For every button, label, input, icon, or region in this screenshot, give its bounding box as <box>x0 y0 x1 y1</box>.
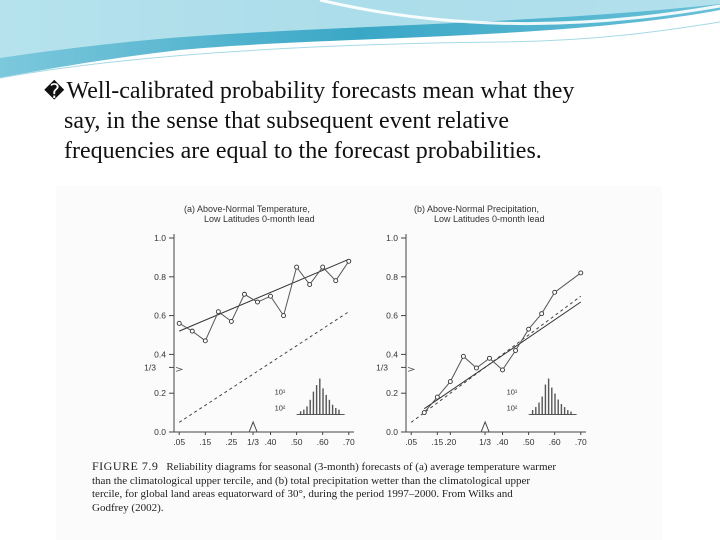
data-point <box>513 348 519 353</box>
data-point <box>578 270 584 276</box>
x-tick-label: .25 <box>225 437 237 447</box>
panel-subtitle: Low Latitudes 0-month lead <box>434 214 545 224</box>
fitted-line <box>179 258 349 332</box>
bullet-line-1: �Well-calibrated probability forecasts m… <box>44 76 704 106</box>
data-point <box>526 326 532 332</box>
y-tick-label: 0.2 <box>154 388 166 398</box>
data-point <box>228 318 234 324</box>
bullet-paragraph: �Well-calibrated probability forecasts m… <box>44 76 704 166</box>
inset-label-bottom: 10² <box>275 404 286 413</box>
reliability-diagrams: (a) Above-Normal Temperature,Low Latitud… <box>144 204 587 447</box>
data-point <box>202 338 208 344</box>
banner-wave-light <box>0 0 720 58</box>
x-tick-label: .70 <box>343 437 355 447</box>
bullet-line-3: frequencies are equal to the forecast pr… <box>64 138 542 164</box>
climatology-triangle <box>480 420 490 433</box>
reliability-figure: (a) Above-Normal Temperature, Low Latitud… <box>56 186 662 540</box>
data-point <box>333 278 339 284</box>
x-tick-label: .05 <box>173 437 185 447</box>
inset-label-top: 10¹ <box>275 388 286 397</box>
x-tick-label: .50 <box>523 437 535 447</box>
inset-label-bottom: 10² <box>507 404 518 413</box>
data-point <box>434 394 440 400</box>
y-climatology-marker <box>175 366 184 372</box>
caption-line-2: than the climatological upper tercile, a… <box>92 474 531 487</box>
data-point <box>421 410 427 416</box>
data-point <box>500 367 505 373</box>
x-tick-label: .15 <box>431 437 443 447</box>
fitted-line <box>423 301 582 410</box>
caption-line-1: FIGURE 7.9 Reliability diagrams for seaso… <box>92 460 642 475</box>
perfect-reliability-line <box>178 311 350 423</box>
x-tick-label: 1/3 <box>247 437 259 447</box>
x-tick-label: .05 <box>405 437 417 447</box>
x-tick-label: 1/3 <box>479 437 491 447</box>
y-tick-label: 0.4 <box>154 349 166 359</box>
data-point <box>487 355 492 361</box>
data-point <box>294 264 300 270</box>
y-tick-label: 1.0 <box>386 233 398 243</box>
data-point <box>268 293 273 299</box>
data-point <box>539 311 545 317</box>
panel-subtitle: Low Latitudes 0-month lead <box>204 214 315 224</box>
caption-text-1: Reliability diagrams for seasonal (3-mon… <box>166 461 557 473</box>
y-tick-label: 0.8 <box>154 272 166 282</box>
data-point <box>255 299 260 305</box>
data-point <box>189 328 195 334</box>
data-point <box>346 258 352 264</box>
data-point <box>215 309 221 315</box>
banner-underline <box>0 21 720 79</box>
y-tick-label: 0.0 <box>154 427 166 437</box>
bullet-glyph: � <box>44 79 65 103</box>
x-tick-label: .70 <box>575 437 587 447</box>
y-climatology-marker <box>407 366 416 372</box>
data-point <box>176 320 182 326</box>
data-point <box>552 289 558 295</box>
x-tick-label: .20 <box>444 437 456 447</box>
data-point <box>447 379 453 385</box>
x-tick-label: .60 <box>549 437 561 447</box>
data-point <box>307 282 313 288</box>
banner-highlight <box>319 0 720 26</box>
x-tick-label: .60 <box>317 437 329 447</box>
panel-a: (a) Above-Normal Temperature,Low Latitud… <box>144 204 355 447</box>
series-line <box>423 272 582 413</box>
y-tick-label: 0.4 <box>386 349 398 359</box>
inset-label-top: 10¹ <box>507 388 518 397</box>
y-tick-label: 1.0 <box>154 233 166 243</box>
data-point <box>460 353 466 359</box>
bullet-line-2: say, in the sense that subsequent event … <box>64 108 509 134</box>
figure-caption: FIGURE 7.9 Reliability diagrams for seaso… <box>92 460 642 515</box>
bullet-text-1: Well-calibrated probability forecasts me… <box>66 78 575 104</box>
series-line <box>178 261 350 342</box>
x-tick-label: .50 <box>291 437 303 447</box>
y-tick-label: 1/3 <box>144 362 156 372</box>
data-point <box>281 313 287 319</box>
caption-figure-label: FIGURE 7.9 <box>92 460 159 473</box>
panel-title: (a) Above-Normal Temperature, <box>184 204 310 214</box>
header-banner <box>0 0 720 79</box>
panel-b: (b) Above-Normal Precipitation,Low Latit… <box>376 204 587 447</box>
perfect-reliability-line <box>410 295 582 423</box>
y-tick-label: 0.2 <box>386 388 398 398</box>
y-tick-label: 0.0 <box>386 427 398 437</box>
x-tick-label: .40 <box>497 437 509 447</box>
climatology-triangle <box>248 420 258 433</box>
data-point <box>473 365 479 371</box>
data-point <box>320 264 326 270</box>
caption-line-4: Godfrey (2002). <box>92 501 164 514</box>
data-point <box>241 291 247 297</box>
y-tick-label: 1/3 <box>376 362 388 372</box>
x-tick-label: .40 <box>265 437 277 447</box>
y-tick-label: 0.6 <box>386 311 398 321</box>
panel-title: (b) Above-Normal Precipitation, <box>414 204 539 214</box>
y-tick-label: 0.8 <box>386 272 398 282</box>
y-tick-label: 0.6 <box>154 311 166 321</box>
caption-line-3: tercile, for global land areas equatorwa… <box>92 488 513 500</box>
x-tick-label: .15 <box>199 437 211 447</box>
